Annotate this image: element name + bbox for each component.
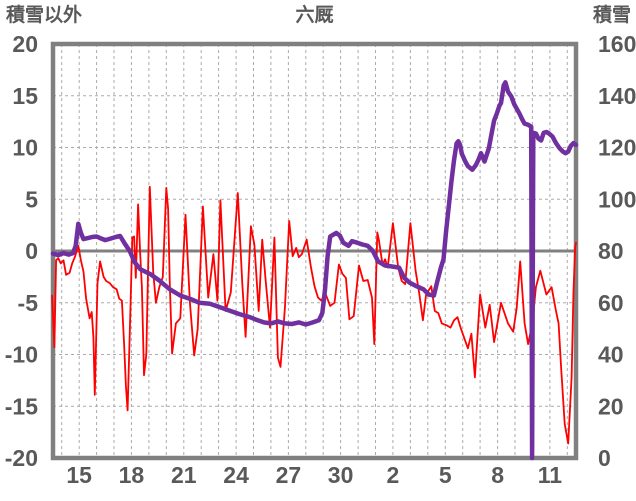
x-tick-label: 27	[276, 462, 302, 488]
y-right-tick-label: 120	[598, 135, 636, 161]
x-tick-label: 8	[491, 462, 504, 488]
y-left-tick-label: 0	[25, 238, 38, 264]
x-tick-label: 21	[171, 462, 197, 488]
y-left-tick-label: 5	[25, 186, 38, 212]
snow-depth-series-line	[50, 80, 579, 461]
x-tick-label: 30	[328, 462, 354, 488]
y-right-tick-label: 140	[598, 83, 636, 109]
y-right-tick-label: 0	[598, 445, 611, 471]
y-left-tick-label: -10	[5, 342, 38, 368]
y-left-tick-label: 10	[12, 135, 38, 161]
y-right-tick-label: 40	[598, 342, 624, 368]
y-right-tick-label: 20	[598, 393, 624, 419]
y-left-tick-label: -20	[5, 445, 38, 471]
y-left-tick-label: -5	[18, 290, 39, 316]
y-right-tick-label: 100	[598, 186, 636, 212]
x-tick-label: 18	[119, 462, 145, 488]
plot-border	[50, 41, 579, 461]
y-left-tick-label: 15	[12, 83, 38, 109]
y-right-tick-label: 60	[598, 290, 624, 316]
x-tick-label: 2	[387, 462, 400, 488]
y-left-tick-label: 20	[12, 31, 38, 57]
x-tick-label: 5	[439, 462, 452, 488]
y-right-tick-label: 80	[598, 238, 624, 264]
x-tick-label: 11	[538, 462, 563, 488]
y-left-tick-label: -15	[5, 393, 38, 419]
x-tick-label: 24	[223, 462, 249, 488]
left-axis-title: 積雪以外	[6, 5, 83, 26]
right-axis-title: 積雪	[592, 5, 631, 26]
x-tick-label: 15	[66, 462, 92, 488]
y-right-tick-label: 160	[598, 31, 636, 57]
chart-title: 六厩	[295, 5, 334, 26]
temperature-series-line	[51, 185, 577, 445]
